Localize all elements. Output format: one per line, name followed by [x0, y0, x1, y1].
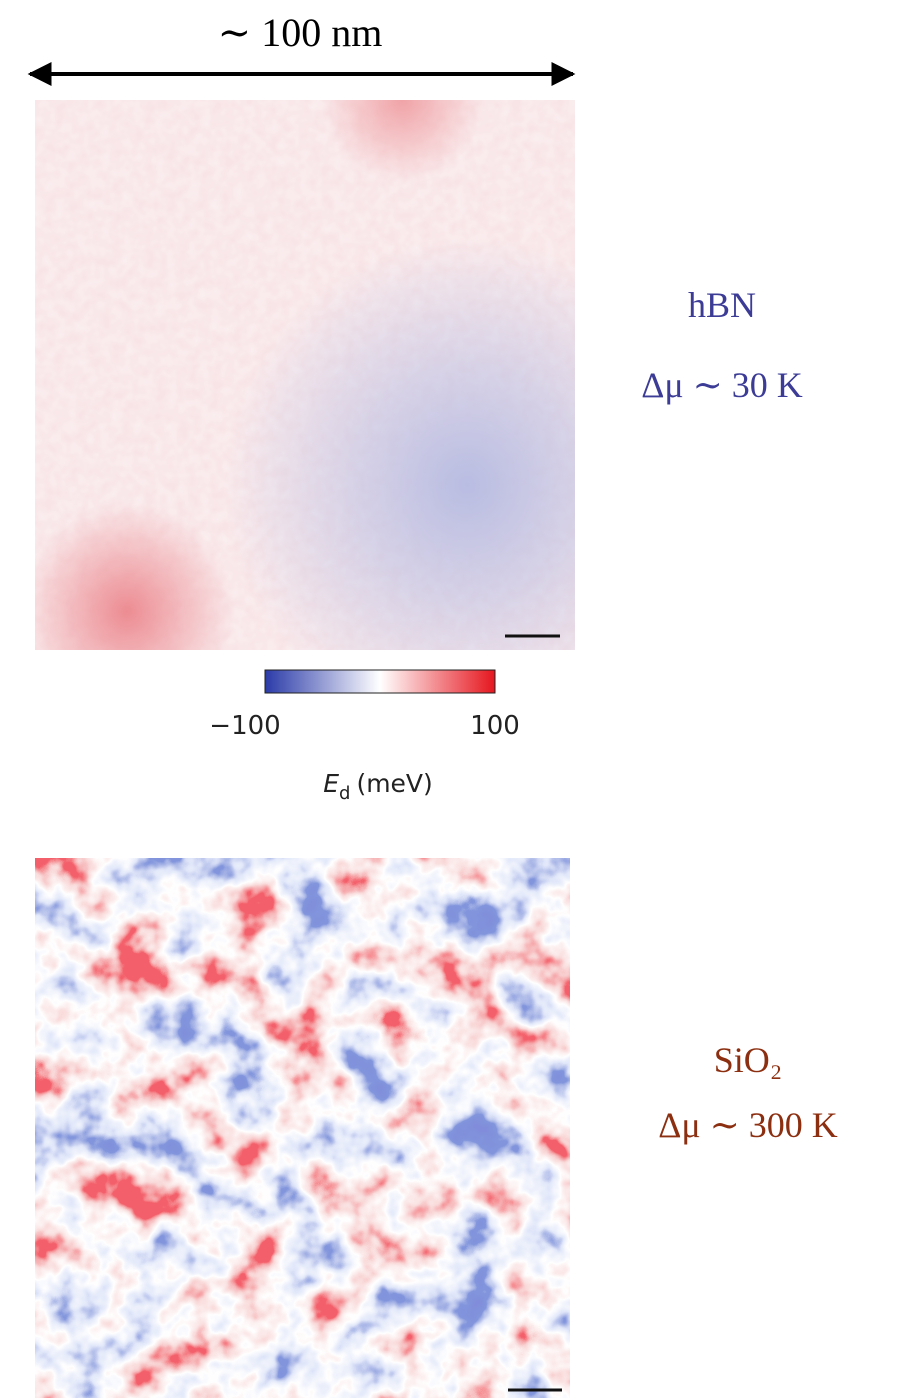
hbn-map	[35, 100, 575, 650]
sio2-map	[35, 858, 570, 1398]
scale-label: ∼ 100 nm	[218, 10, 383, 55]
substrate-label: hBN	[688, 285, 756, 325]
subscript: d	[339, 783, 350, 804]
spread-label: Δμ ∼ 30 K	[641, 365, 803, 405]
colorbar-label: Ed (meV)	[323, 769, 433, 804]
unit: (meV)	[356, 769, 432, 798]
substrate-label: SiO₂	[714, 1040, 783, 1080]
spread-label: Δμ ∼ 300 K	[658, 1105, 838, 1145]
symbol: E	[323, 769, 339, 798]
colorbar-min: −100	[209, 711, 280, 741]
colorbar	[264, 669, 496, 694]
colorbar-max: 100	[470, 711, 520, 741]
